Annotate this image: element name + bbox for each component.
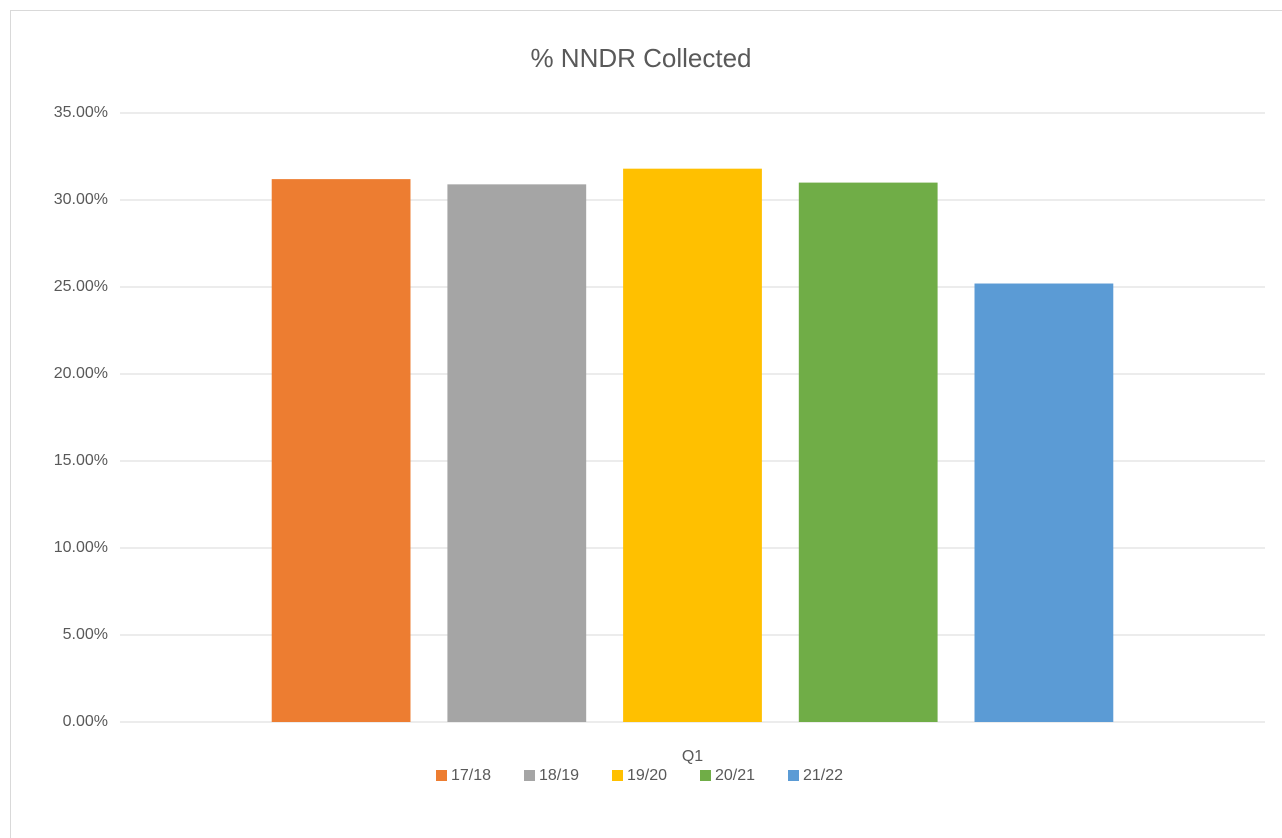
chart-title: % NNDR Collected (530, 43, 751, 73)
legend-label: 20/21 (715, 767, 755, 784)
legend-label: 19/20 (627, 767, 667, 784)
bar (798, 182, 938, 723)
y-tick-label: 0.00% (63, 713, 108, 730)
legend-swatch (700, 770, 711, 781)
legend-label: 18/19 (539, 767, 579, 784)
legend-label: 21/22 (803, 767, 843, 784)
legend-label: 17/18 (451, 767, 491, 784)
y-tick-label: 20.00% (54, 365, 108, 382)
y-tick-label: 5.00% (63, 626, 108, 643)
y-tick-label: 25.00% (54, 278, 108, 295)
bar (623, 168, 762, 722)
y-tick-label: 35.00% (54, 104, 108, 121)
y-tick-label: 15.00% (54, 452, 108, 469)
legend-swatch (436, 770, 447, 781)
legend-swatch (788, 770, 799, 781)
y-tick-label: 30.00% (54, 191, 108, 208)
bar (447, 184, 587, 723)
legend-swatch (612, 770, 623, 781)
legend-swatch (524, 770, 535, 781)
y-tick-label: 10.00% (54, 539, 108, 556)
x-tick-label: Q1 (682, 748, 703, 765)
bar (271, 179, 411, 722)
bar (974, 283, 1114, 722)
